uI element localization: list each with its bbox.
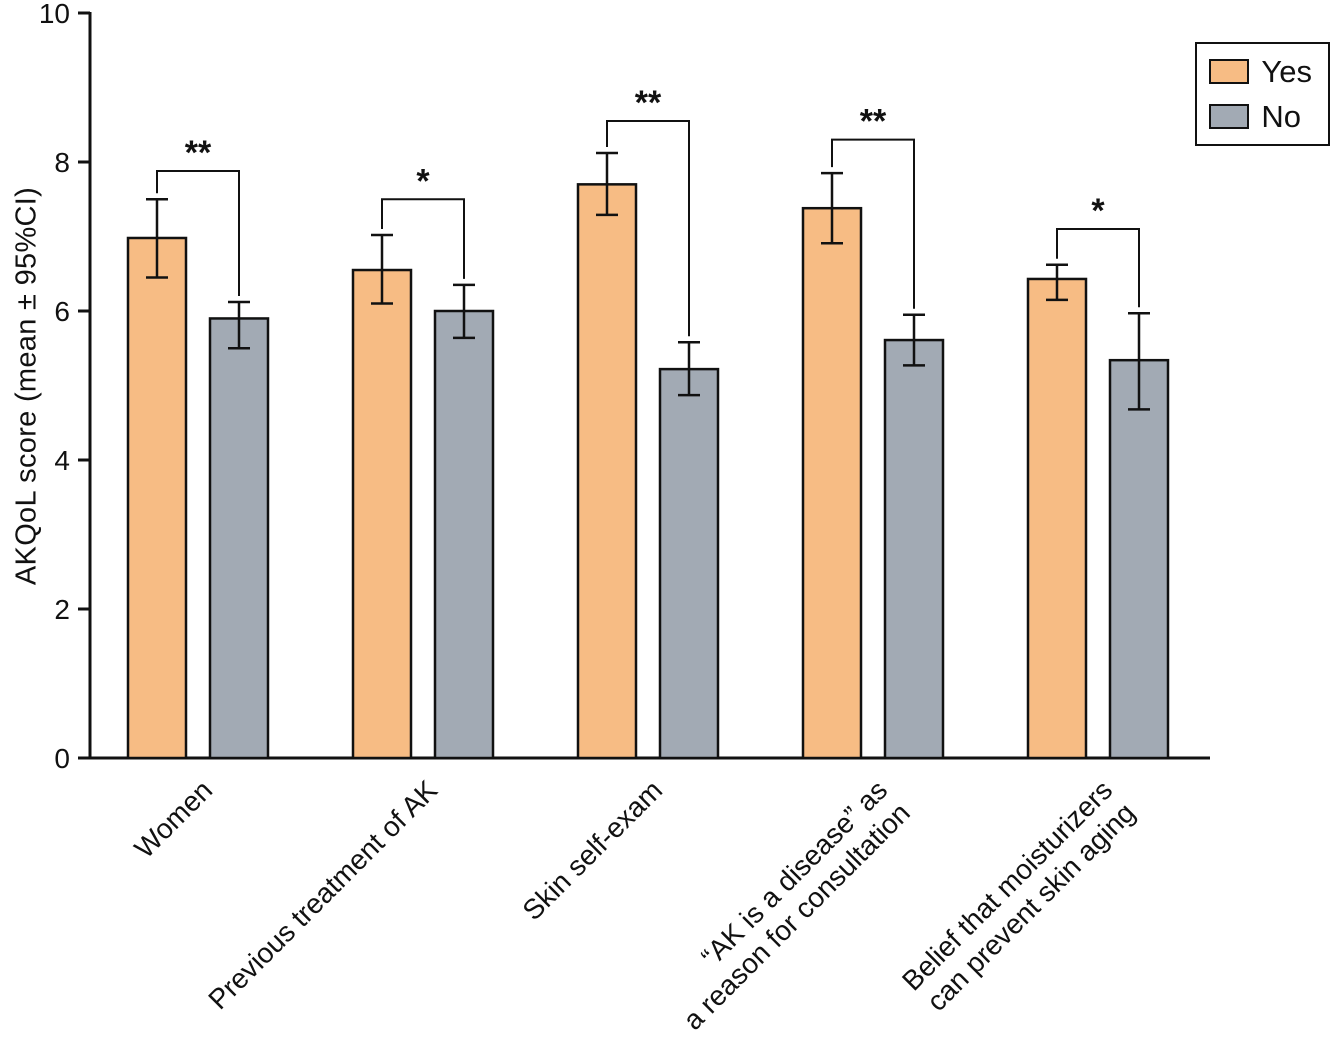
significance-bracket	[1056, 228, 1140, 308]
bar-yes-2	[576, 183, 638, 760]
significance-label: *	[1091, 192, 1105, 230]
x-tick-label: Previous treatment of AK	[202, 774, 443, 1015]
y-tick-label: 8	[54, 147, 70, 178]
significance-label: **	[860, 103, 887, 141]
significance-bracket	[381, 198, 465, 279]
legend-item-yes: Yes	[1209, 56, 1312, 87]
x-tick-label: “AK is a disease” asa reason for consult…	[654, 774, 915, 1035]
legend-swatch-no	[1209, 104, 1250, 129]
bar-no-0	[208, 317, 270, 760]
significance-bracket	[156, 169, 240, 297]
y-tick-label: 0	[54, 743, 70, 774]
bar-yes-3	[801, 206, 863, 760]
y-tick-label: 2	[54, 594, 70, 625]
bar-yes-1	[351, 268, 413, 760]
bar-yes-0	[126, 236, 188, 760]
y-axis-title: AKQoL score (mean ± 95%CI)	[10, 186, 43, 586]
significance-label: **	[635, 84, 662, 122]
bar-no-2	[658, 367, 720, 760]
significance-bracket	[606, 120, 690, 337]
y-tick-label: 6	[54, 296, 70, 327]
legend-swatch-yes	[1209, 59, 1250, 84]
x-tick-label: Women	[128, 774, 218, 864]
y-tick-label: 4	[54, 445, 70, 476]
significance-label: **	[185, 134, 212, 172]
x-tick-label: Belief that moisturizerscan prevent skin…	[896, 774, 1141, 1019]
bar-no-3	[883, 338, 945, 760]
y-tick-label: 10	[39, 0, 70, 29]
bar-no-4	[1108, 358, 1170, 760]
legend-item-no: No	[1209, 101, 1312, 132]
legend-label-no: No	[1261, 99, 1302, 134]
significance-bracket	[831, 138, 915, 309]
bar-no-1	[433, 309, 495, 760]
x-tick-label: Skin self-exam	[516, 774, 668, 926]
significance-label: *	[416, 162, 430, 200]
legend: Yes No	[1195, 42, 1330, 146]
bar-yes-4	[1026, 277, 1088, 760]
legend-label-yes: Yes	[1261, 54, 1312, 89]
